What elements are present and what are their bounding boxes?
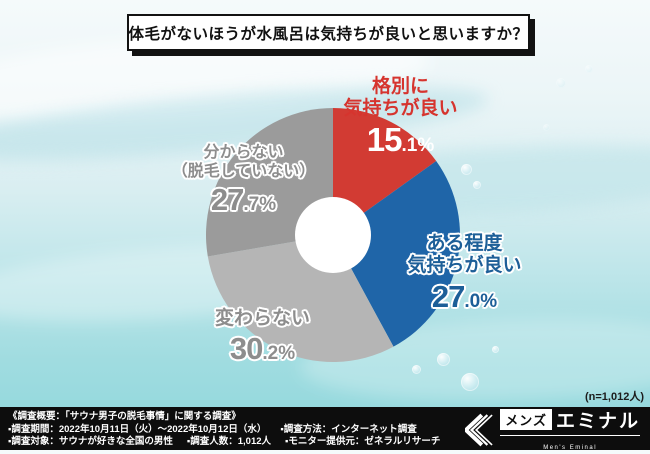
pie-label-percent: 30.2% <box>229 331 296 366</box>
bubble-decoration <box>461 164 472 175</box>
sample-size-note: (n=1,012人) <box>585 391 644 403</box>
question-title: 体毛がないほうが水風呂は気持ちが良いと思いますか？ <box>128 25 529 43</box>
brand-name-mens: メンズ <box>500 408 552 430</box>
pie-label-text: ある程度 気持ちが良い <box>407 233 522 276</box>
pie-label-text: 変わらない <box>214 308 310 329</box>
question-title-box: 体毛がないほうが水風呂は気持ちが良いと思いますか？ <box>127 14 530 51</box>
bubble-decoration <box>437 353 450 366</box>
bubble-decoration <box>585 65 593 73</box>
survey-info: 《調査概要：「サウナ男子の脱毛事情」に関する調査》 ▪調査期間：2022年10月… <box>0 407 459 450</box>
pie-label-kakubetsu: 格別に 気持ちが良い 15.1% <box>328 76 473 156</box>
brand-name-en: Men's Eminal <box>543 444 598 451</box>
pie-label-text: 分からない （脱毛していない） <box>171 144 316 180</box>
survey-heading: 《調査概要：「サウナ男子の脱毛事情」に関する調査》 <box>8 411 241 422</box>
survey-item: ▪調査期間：2022年10月11日（火）～2022年10月12日（水） <box>8 423 267 435</box>
bubble-decoration <box>412 365 421 374</box>
survey-item: ▪モニター提供元：ゼネラルリサーチ <box>285 436 441 447</box>
brand-logo-text: メンズ エミナル Men's Eminal <box>500 406 640 454</box>
survey-line-2: ▪調査対象：サウナが好きな全国の男性 ▪調査人数：1,012人 ▪モニター提供元：ゼ… <box>8 436 459 449</box>
brand-logo: メンズ エミナル Men's Eminal <box>459 407 650 451</box>
survey-footer-bar: 《調査概要：「サウナ男子の脱毛事情」に関する調査》 ▪調査期間：2022年10月… <box>0 407 650 451</box>
chevron-stripes-icon <box>465 413 493 446</box>
survey-item: ▪調査方法：インターネット調査 <box>280 423 417 435</box>
bubble-decoration <box>543 124 550 131</box>
bubble-decoration <box>461 373 479 391</box>
brand-name-eminal: エミナル <box>555 410 640 432</box>
survey-item: ▪調査対象：サウナが好きな全国の男性 <box>8 436 173 447</box>
pie-label-aruteido: ある程度 気持ちが良い 27.0% <box>392 233 537 312</box>
pie-label-percent: 27.7% <box>210 182 277 217</box>
pie-label-percent: 15.1% <box>366 121 435 158</box>
pie-label-percent: 27.0% <box>431 279 498 314</box>
survey-line-1: ▪調査期間：2022年10月11日（火）～2022年10月12日（水） ▪調査方法… <box>8 424 459 437</box>
bubble-decoration <box>492 346 499 353</box>
pie-label-kawaranai: 変わらない 30.2% <box>200 308 325 364</box>
pie-label-text: 格別に 気持ちが良い <box>343 76 458 119</box>
bubble-decoration <box>473 181 481 189</box>
brand-name-en-wrap: Men's Eminal <box>500 434 640 454</box>
pie-label-wakaranai: 分からない （脱毛していない） 27.7% <box>166 143 321 215</box>
bubble-decoration <box>556 78 566 88</box>
survey-item: ▪調査人数：1,012人 <box>186 436 272 447</box>
